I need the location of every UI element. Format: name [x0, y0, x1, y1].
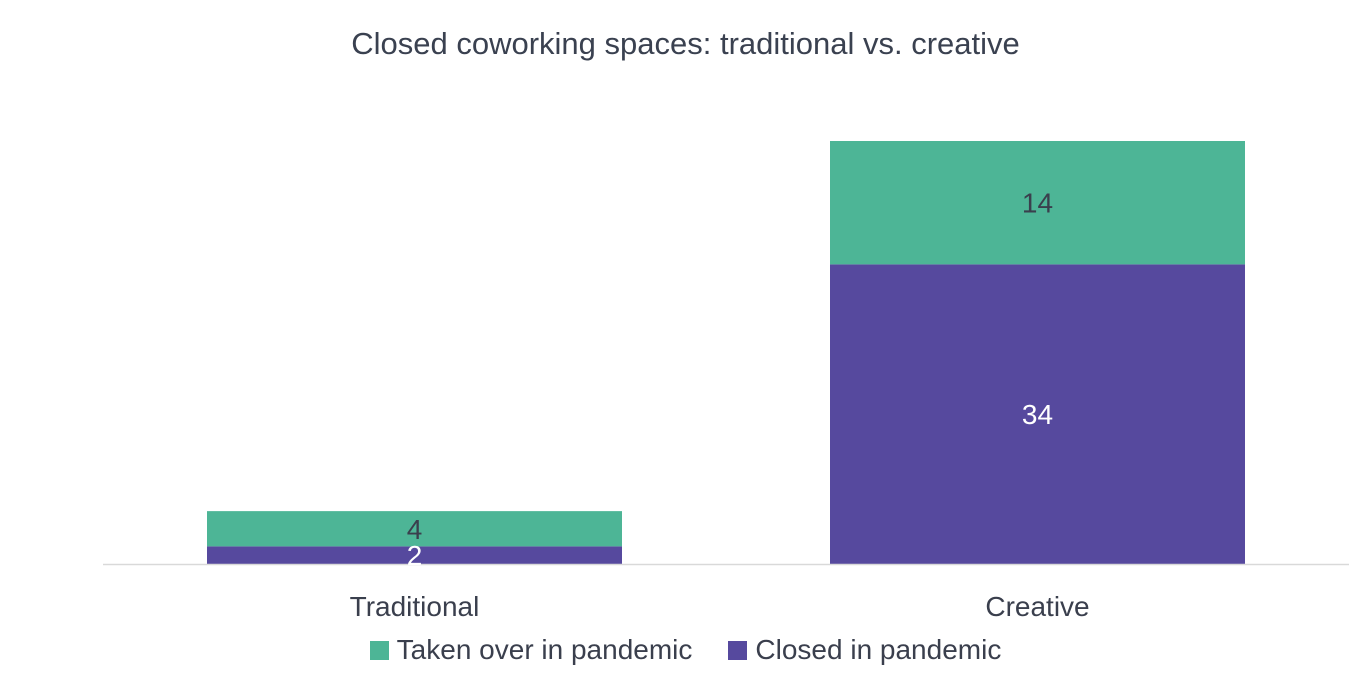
bar-creative-closed-in-pandemic	[830, 264, 1245, 564]
legend-item-closed-in-pandemic: Closed in pandemic	[728, 634, 1001, 666]
legend-label-closed-in-pandemic: Closed in pandemic	[755, 634, 1002, 665]
category-label-traditional: Traditional	[350, 591, 480, 622]
bar-traditional-closed-in-pandemic	[207, 546, 622, 564]
chart-title: Closed coworking spaces: traditional vs.…	[351, 26, 1020, 61]
bar-traditional-taken-over-in-pandemic	[207, 511, 622, 547]
legend-item-taken-over-in-pandemic: Taken over in pandemic	[369, 634, 693, 666]
legend: Taken over in pandemic Closed in pandemic	[0, 634, 1371, 667]
bar-creative-taken-over-in-pandemic	[830, 141, 1245, 265]
legend-label-taken-over-in-pandemic: Taken over in pandemic	[396, 634, 693, 665]
data-label-creative-closed-in-pandemic: 34	[1022, 399, 1053, 430]
legend-swatch-closed-in-pandemic	[728, 640, 748, 660]
data-label-creative-taken-over-in-pandemic: 14	[1022, 188, 1053, 219]
data-label-traditional-closed-in-pandemic: 2	[407, 540, 423, 571]
labels-group: 24 Traditional 34 14 Creative	[350, 188, 1090, 622]
data-label-traditional-taken-over-in-pandemic: 4	[407, 514, 423, 545]
bars-group	[207, 141, 1245, 564]
category-label-creative: Creative	[985, 591, 1089, 622]
legend-swatch-taken-over-in-pandemic	[369, 640, 389, 660]
